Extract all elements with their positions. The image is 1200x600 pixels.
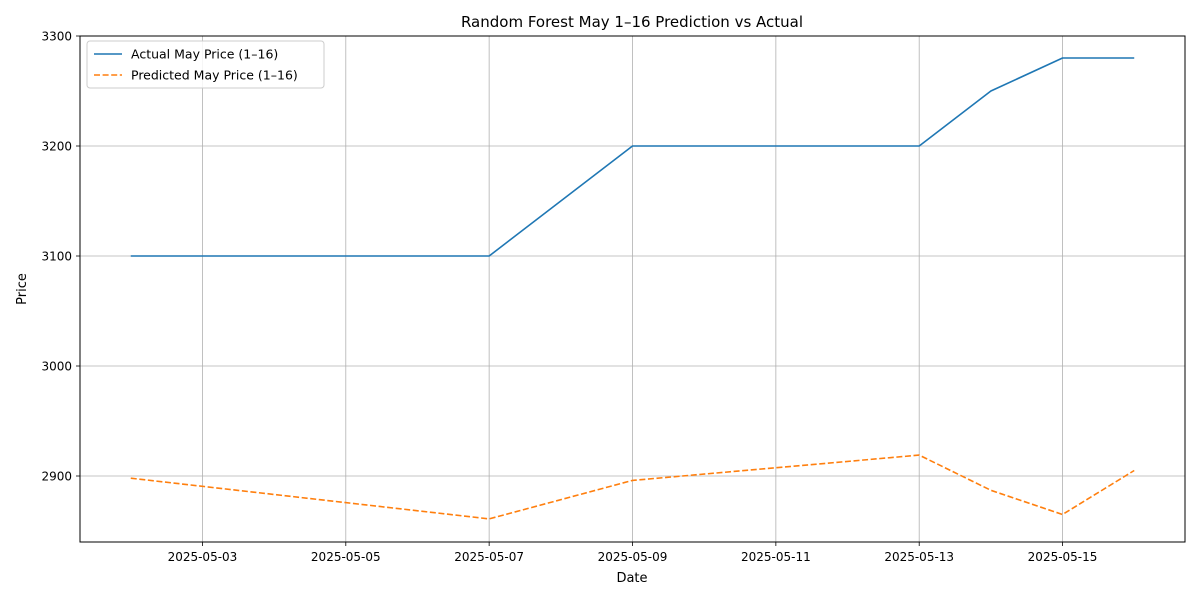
y-tick-label: 3100 — [41, 250, 72, 264]
legend-box — [86, 40, 325, 89]
y-tick-label: 3200 — [41, 140, 72, 154]
x-axis-label: Date — [616, 571, 647, 586]
x-tick-label: 2025-05-13 — [884, 550, 954, 564]
y-axis-label: Price — [15, 273, 30, 305]
axis-ticks: 2025-05-03 2025-05-05 2025-05-07 2025-05-09… — [41, 30, 1097, 565]
legend: Actual May Price (1–16) Predicted May Pr… — [86, 40, 325, 89]
y-tick-label: 3000 — [41, 360, 72, 374]
x-tick-label: 2025-05-09 — [598, 550, 668, 564]
chart-title: Random Forest May 1–16 Prediction vs Act… — [461, 13, 803, 31]
y-tick-label: 3300 — [41, 30, 72, 44]
x-tick-label: 2025-05-11 — [741, 550, 811, 564]
x-tick-label: 2025-05-15 — [1028, 550, 1098, 564]
legend-label-predicted: Predicted May Price (1–16) — [131, 68, 298, 83]
x-tick-label: 2025-05-07 — [454, 550, 524, 564]
x-tick-label: 2025-05-03 — [168, 550, 238, 564]
series-line-predicted — [130, 454, 1135, 520]
series-lines — [130, 57, 1135, 520]
y-tick-label: 2900 — [41, 470, 72, 484]
series-line-actual — [130, 57, 1135, 257]
legend-label-actual: Actual May Price (1–16) — [131, 47, 278, 62]
x-tick-label: 2025-05-05 — [311, 550, 381, 564]
